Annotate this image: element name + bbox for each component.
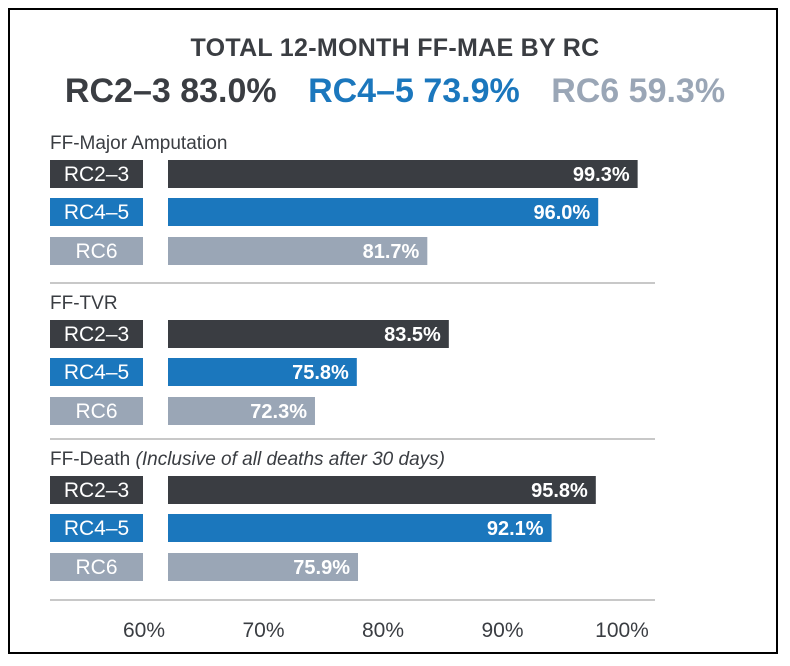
total-rc2-3: RC2–3 83.0% (64, 72, 277, 110)
category-label: RC4–5 (64, 201, 129, 224)
category-label: RC4–5 (64, 361, 129, 384)
x-tick-label: 80% (362, 619, 404, 642)
chart-title: TOTAL 12-MONTH FF-MAE BY RC (190, 34, 600, 62)
bar (168, 553, 359, 581)
category-label: RC2–3 (64, 479, 129, 502)
total-rc6: RC6 59.3% (551, 72, 726, 110)
category-box (50, 514, 143, 542)
x-tick-label: 100% (595, 619, 649, 642)
category-label: RC2–3 (64, 323, 129, 346)
data-label: 92.1% (487, 518, 544, 540)
category-box (50, 358, 143, 386)
category-box (50, 320, 143, 348)
category-box (50, 237, 143, 265)
data-label: 72.3% (250, 401, 307, 423)
x-tick-label: 70% (242, 619, 284, 642)
bar (168, 358, 357, 386)
bar (168, 514, 552, 542)
category-box (50, 397, 143, 425)
panel-title: FF-TVR (50, 293, 118, 314)
bar (168, 237, 428, 265)
bar (168, 198, 599, 226)
totals-row: RC2–3 83.0% RC4–5 73.9% RC6 59.3% (0, 72, 790, 111)
category-label: RC6 (75, 400, 117, 423)
data-label: 96.0% (533, 202, 590, 224)
bar (168, 476, 596, 504)
data-label: 75.9% (293, 557, 350, 579)
x-tick-label: 90% (481, 619, 523, 642)
category-box (50, 476, 143, 504)
data-label: 75.8% (292, 362, 349, 384)
category-label: RC4–5 (64, 517, 129, 540)
total-rc4-5: RC4–5 73.9% (308, 72, 520, 110)
category-box (50, 553, 143, 581)
panel-title: FF-Death (Inclusive of all deaths after … (50, 449, 445, 470)
data-label: 99.3% (573, 164, 630, 186)
category-label: RC6 (75, 556, 117, 579)
category-box (50, 160, 143, 188)
category-box (50, 198, 143, 226)
panel-title: FF-Major Amputation (50, 133, 227, 154)
bar (168, 160, 638, 188)
category-label: RC2–3 (64, 163, 129, 186)
bar (168, 320, 449, 348)
x-tick-label: 60% (123, 619, 165, 642)
category-label: RC6 (75, 240, 117, 263)
data-label: 95.8% (531, 480, 588, 502)
data-label: 83.5% (384, 324, 441, 346)
data-label: 81.7% (363, 241, 420, 263)
bar (168, 397, 315, 425)
chart-frame (8, 8, 778, 654)
